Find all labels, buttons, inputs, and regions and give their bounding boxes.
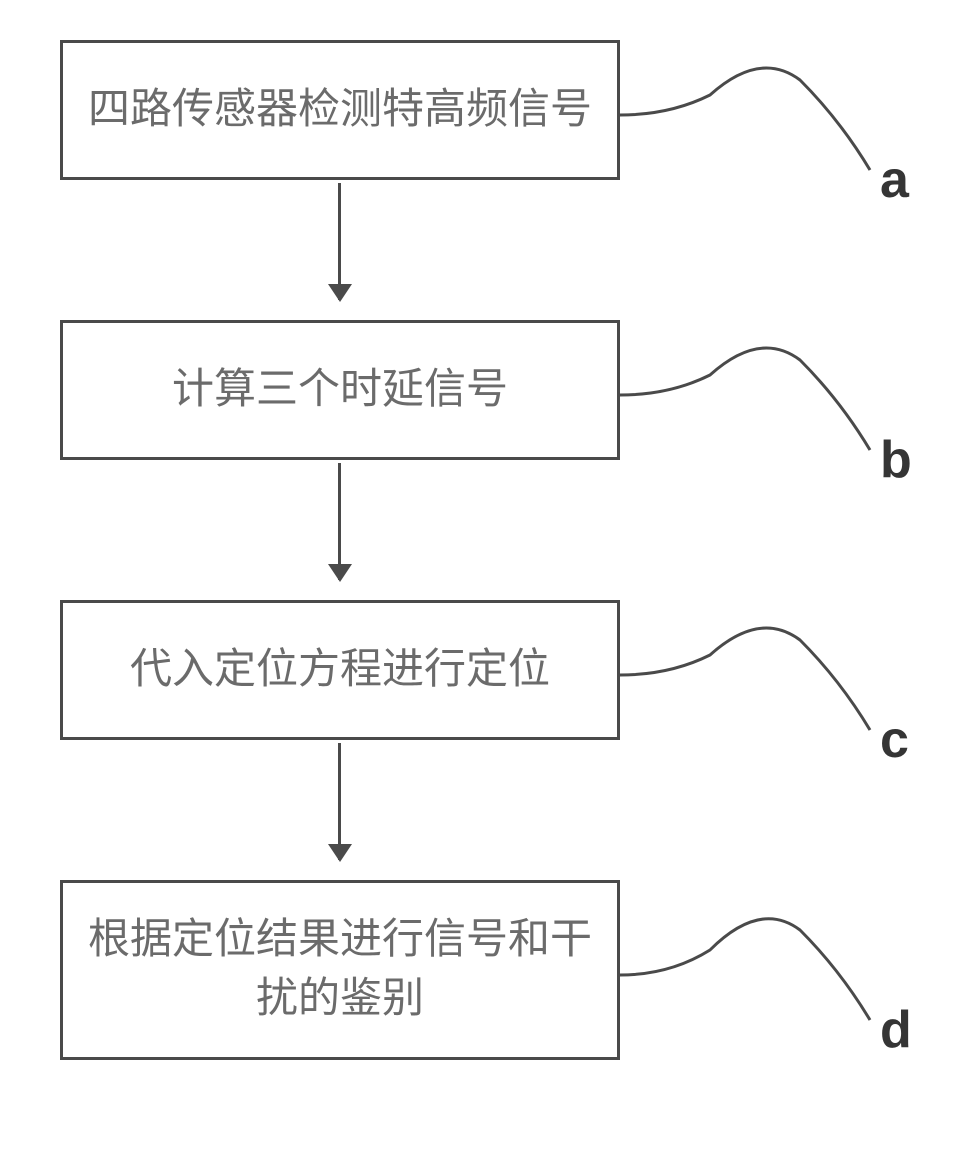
label-a: a — [880, 150, 909, 210]
curve-b — [620, 320, 880, 470]
node-c-text: 代入定位方程进行定位 — [130, 641, 550, 700]
arrow-c-d — [338, 743, 341, 860]
node-d: 根据定位结果进行信号和干扰的鉴别 — [60, 880, 620, 1060]
node-a: 四路传感器检测特高频信号 — [60, 40, 620, 180]
arrow-b-c — [338, 463, 341, 580]
curve-a — [620, 40, 880, 190]
node-a-text: 四路传感器检测特高频信号 — [88, 81, 592, 140]
curve-d — [620, 890, 880, 1040]
node-b-text: 计算三个时延信号 — [172, 361, 508, 420]
label-d: d — [880, 1000, 912, 1060]
node-b: 计算三个时延信号 — [60, 320, 620, 460]
node-c: 代入定位方程进行定位 — [60, 600, 620, 740]
flowchart-container: 四路传感器检测特高频信号 计算三个时延信号 代入定位方程进行定位 根据定位结果进… — [0, 0, 970, 1160]
curve-c — [620, 600, 880, 750]
label-c: c — [880, 710, 909, 770]
node-d-text: 根据定位结果进行信号和干扰的鉴别 — [83, 911, 597, 1029]
arrow-a-b — [338, 183, 341, 300]
label-b: b — [880, 430, 912, 490]
